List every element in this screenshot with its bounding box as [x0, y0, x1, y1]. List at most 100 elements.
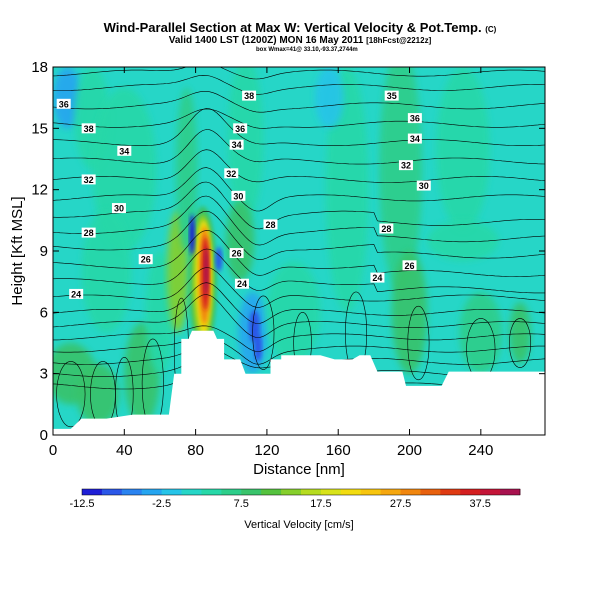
theta-contour-line — [53, 181, 545, 230]
theta-label: 34 — [407, 133, 422, 144]
colorbar-swatch — [241, 489, 262, 495]
theta-contour-cell — [407, 305, 430, 381]
theta-label-box — [407, 133, 422, 144]
colorbar-swatch — [301, 489, 322, 495]
w-anomaly — [427, 220, 499, 262]
theta-label-text: 30 — [114, 204, 124, 214]
colorbar-swatch — [440, 489, 461, 495]
y-tick-label: 15 — [31, 120, 48, 137]
w-anomaly — [391, 251, 428, 374]
y-tick-label: 18 — [31, 59, 48, 76]
terrain-profile — [53, 330, 545, 435]
colorbar-swatch — [360, 489, 382, 495]
theta-label: 34 — [117, 145, 132, 156]
theta-contour-line — [53, 230, 545, 277]
theta-label: 24 — [69, 288, 84, 299]
theta-label-text: 26 — [232, 249, 242, 259]
theta-label-text: 24 — [372, 273, 382, 283]
theta-label-text: 30 — [419, 181, 429, 191]
w-anomaly — [76, 363, 119, 425]
theta-label-box — [117, 145, 132, 156]
theta-contour-line — [53, 325, 545, 352]
theta-contour-line — [53, 108, 545, 146]
theta-label-box — [234, 278, 249, 289]
w-anomaly — [81, 210, 132, 333]
chart-title-text: Wind-Parallel Section at Max W: Vertical… — [103, 20, 482, 35]
theta-label: 28 — [81, 227, 96, 238]
colorbar-swatch — [181, 489, 202, 495]
colorbar-frame — [81, 488, 521, 496]
downdraft-core — [215, 246, 223, 272]
theta-label-box — [229, 139, 244, 150]
theta-contour-line — [53, 74, 545, 95]
theta-label-box — [81, 227, 96, 238]
w-anomaly — [225, 199, 255, 282]
x-tick-label: 0 — [49, 442, 57, 459]
colorbar-swatch — [261, 489, 282, 495]
x-tick-label: 80 — [187, 442, 204, 459]
theta-label-text: 34 — [232, 140, 242, 150]
x-tick-label: 120 — [254, 442, 279, 459]
theta-contour-cell — [252, 295, 275, 370]
theta-label-box — [402, 260, 417, 271]
colorbar-swatch — [500, 489, 521, 495]
theta-contour-line — [53, 294, 545, 338]
x-tick-label: 200 — [397, 442, 422, 459]
colorbar-swatch — [480, 489, 501, 495]
theta-label-box — [407, 113, 422, 124]
w-anomaly — [266, 261, 321, 364]
theta-label-text: 26 — [141, 255, 151, 265]
theta-label: 30 — [416, 180, 431, 191]
colorbar-swatch — [82, 489, 103, 495]
theta-label-text: 36 — [410, 114, 420, 124]
theta-label-box — [233, 123, 248, 134]
colorbar: -12.5 -2.5 7.5 17.5 27.5 37.5 — [69, 488, 521, 510]
theta-label: 38 — [81, 123, 96, 134]
theta-contour-line — [53, 335, 545, 365]
w-anomaly — [436, 67, 490, 231]
y-axis-label: Height [Kft MSL] — [9, 196, 26, 305]
theta-label: 26 — [402, 260, 417, 271]
theta-label: 36 — [407, 113, 422, 124]
colorbar-swatch — [380, 489, 401, 495]
terrain — [53, 330, 545, 435]
colorbar-tick-label: 37.5 — [469, 498, 490, 510]
theta-label-text: 34 — [410, 134, 420, 144]
theta-label-text: 28 — [84, 228, 94, 238]
colorbar-tick-label: -2.5 — [152, 498, 171, 510]
y-tick-label: 9 — [40, 243, 48, 260]
x-tick-label: 160 — [326, 442, 351, 459]
theta-contour-labels: 36 38 38 36 35 36 34 34 34 32 32 32 30 30 30 28 28 28 26 26… — [56, 90, 431, 299]
theta-contour-cell — [509, 318, 532, 368]
y-tick-label: 6 — [40, 304, 48, 321]
theta-label-text: 36 — [59, 99, 69, 109]
theta-label-box — [229, 248, 244, 259]
forecast-time: [18hFcst@2212z] — [366, 36, 432, 45]
theta-contour-line — [53, 282, 545, 324]
theta-label: 24 — [234, 278, 249, 289]
y-tick-label: 12 — [31, 182, 48, 199]
theta-label: 26 — [138, 254, 153, 265]
theta-label-text: 24 — [71, 289, 81, 299]
x-tick-label: 40 — [116, 442, 133, 459]
valid-time: Valid 1400 LST (1200Z) MON 16 May 2011 — [168, 35, 364, 46]
theta-label-box — [379, 223, 394, 234]
chart-subtitle: Valid 1400 LST (1200Z) MON 16 May 2011 [… — [0, 35, 600, 46]
colorbar-swatch — [460, 489, 481, 495]
theta-label-box — [231, 190, 246, 201]
theta-label-box — [81, 174, 96, 185]
colorbar-tick-label: -12.5 — [69, 498, 94, 510]
theta-label-text: 36 — [235, 124, 245, 134]
vertical-velocity-field — [53, 67, 545, 435]
w-anomaly — [92, 87, 157, 251]
theta-label: 32 — [81, 174, 96, 185]
w-anomaly — [53, 67, 82, 129]
theta-label-box — [56, 98, 71, 109]
colorbar-tick-label: 27.5 — [390, 498, 411, 510]
colorbar-tick-label: 7.5 — [234, 498, 249, 510]
theta-label-text: 28 — [265, 220, 275, 230]
w-anomaly — [325, 67, 369, 313]
w-anomaly — [379, 67, 422, 292]
theta-label-text: 28 — [381, 224, 391, 234]
